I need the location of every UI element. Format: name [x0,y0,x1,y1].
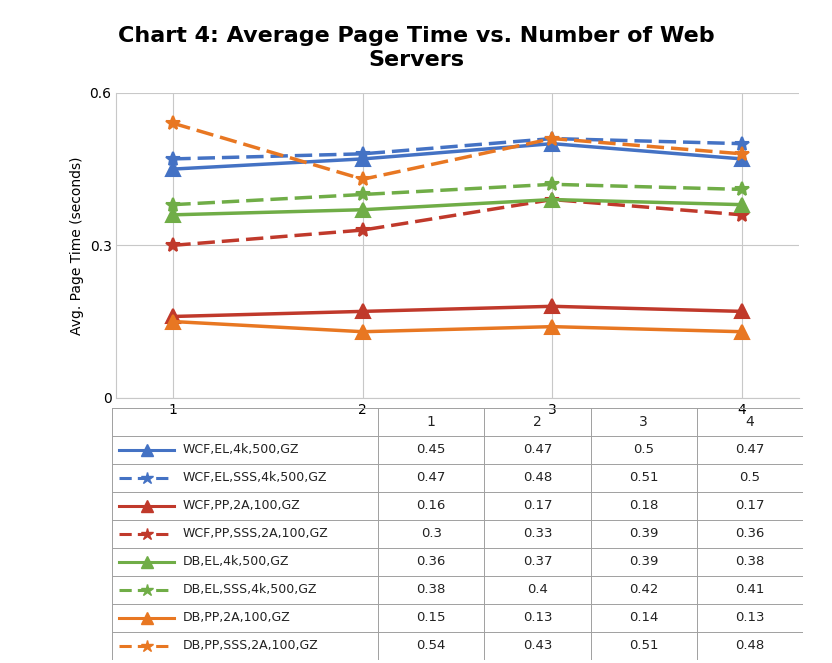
Text: 4: 4 [745,415,754,429]
Y-axis label: Avg. Page Time (seconds): Avg. Page Time (seconds) [70,156,84,335]
Text: 0.5: 0.5 [740,471,760,484]
Text: 0.45: 0.45 [417,444,446,456]
Text: 0.36: 0.36 [735,527,765,540]
Text: 0.47: 0.47 [417,471,446,484]
Text: WCF,PP,2A,100,GZ: WCF,PP,2A,100,GZ [183,499,300,512]
Text: 0.18: 0.18 [629,499,658,512]
Text: 0.17: 0.17 [522,499,552,512]
Text: 0.39: 0.39 [629,555,658,568]
Text: 0.33: 0.33 [522,527,552,540]
Text: 0.38: 0.38 [417,583,446,596]
Text: 0.15: 0.15 [417,611,446,624]
Text: 1: 1 [427,415,436,429]
Text: 0.41: 0.41 [735,583,765,596]
Text: 0.48: 0.48 [735,639,765,652]
Text: 2: 2 [533,415,542,429]
Text: 0.13: 0.13 [522,611,552,624]
Text: Chart 4: Average Page Time vs. Number of Web
Servers: Chart 4: Average Page Time vs. Number of… [117,27,715,70]
Text: 0.16: 0.16 [417,499,446,512]
Text: 0.38: 0.38 [735,555,765,568]
Text: WCF,PP,SSS,2A,100,GZ: WCF,PP,SSS,2A,100,GZ [183,527,329,540]
Text: 0.3: 0.3 [421,527,442,540]
Text: 0.37: 0.37 [522,555,552,568]
Text: DB,PP,SSS,2A,100,GZ: DB,PP,SSS,2A,100,GZ [183,639,319,652]
Text: 3: 3 [639,415,648,429]
Text: WCF,EL,SSS,4k,500,GZ: WCF,EL,SSS,4k,500,GZ [183,471,327,484]
Text: 0.39: 0.39 [629,527,658,540]
Text: 0.14: 0.14 [629,611,658,624]
Text: 0.47: 0.47 [522,444,552,456]
Text: DB,EL,SSS,4k,500,GZ: DB,EL,SSS,4k,500,GZ [183,583,317,596]
Text: 0.48: 0.48 [522,471,552,484]
Text: 0.17: 0.17 [735,499,765,512]
Text: WCF,EL,4k,500,GZ: WCF,EL,4k,500,GZ [183,444,300,456]
Text: 0.51: 0.51 [629,639,658,652]
Text: DB,PP,2A,100,GZ: DB,PP,2A,100,GZ [183,611,290,624]
Text: 0.42: 0.42 [629,583,658,596]
Text: 0.13: 0.13 [735,611,765,624]
Text: 0.43: 0.43 [522,639,552,652]
Text: 0.4: 0.4 [527,583,548,596]
Text: DB,EL,4k,500,GZ: DB,EL,4k,500,GZ [183,555,290,568]
Text: 0.36: 0.36 [417,555,446,568]
Text: 0.5: 0.5 [633,444,654,456]
Text: 0.51: 0.51 [629,471,658,484]
Text: 0.47: 0.47 [735,444,765,456]
Text: 0.54: 0.54 [417,639,446,652]
